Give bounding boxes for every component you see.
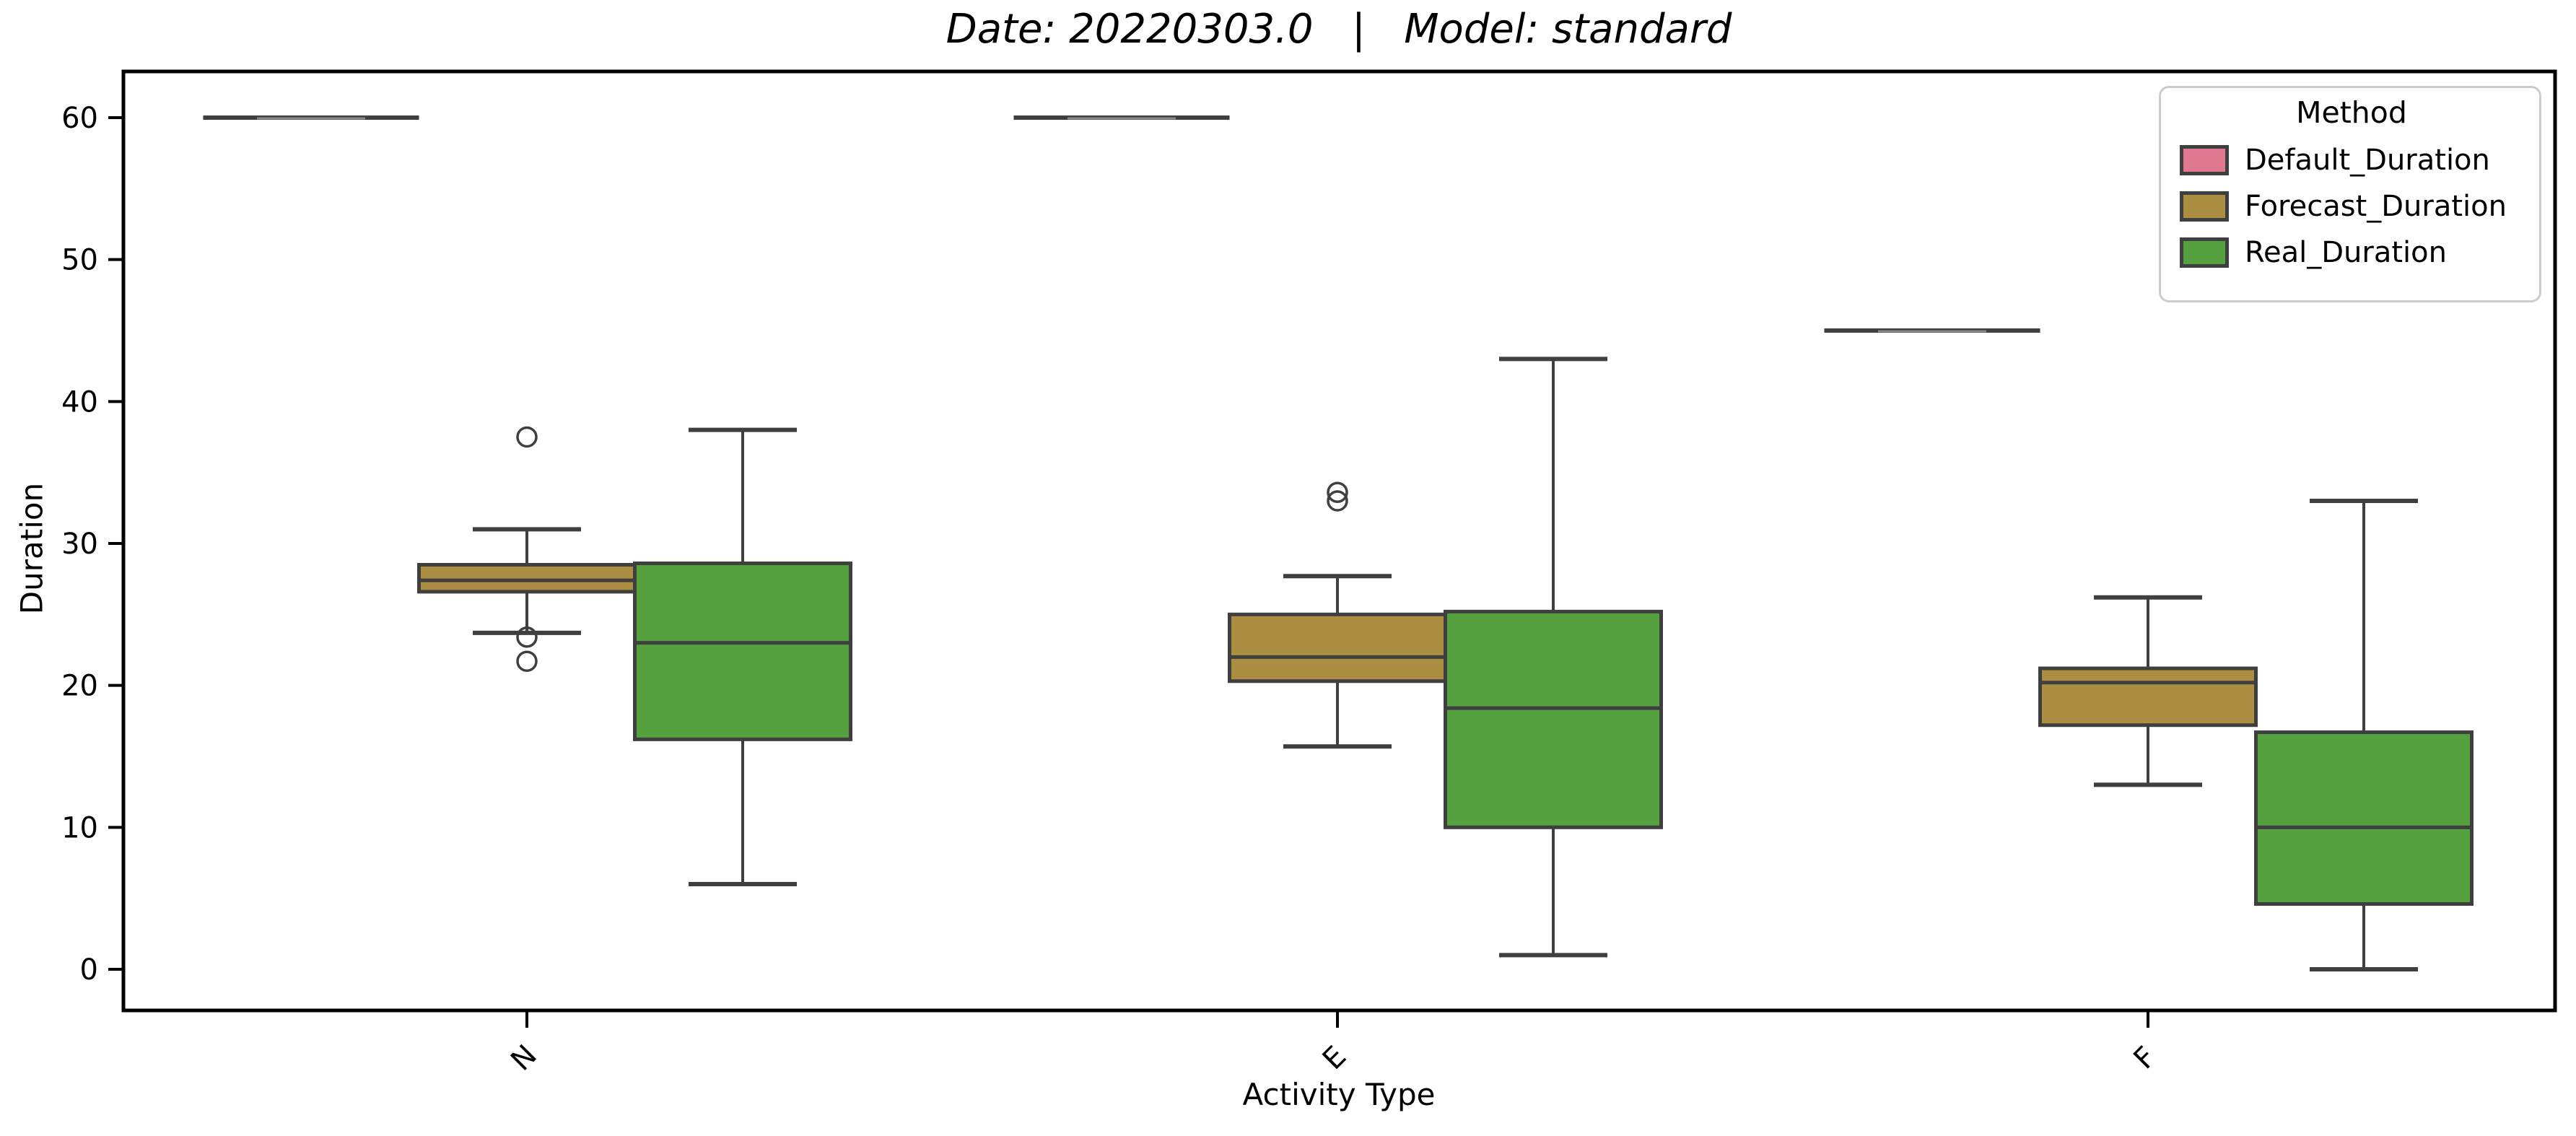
legend-item-forecast-duration: Forecast_Duration	[2180, 183, 2523, 230]
y-tick-label: 20	[61, 670, 98, 703]
legend-item-default-duration: Default_Duration	[2180, 137, 2523, 183]
y-tick-label: 40	[61, 385, 98, 419]
legend-swatch-default-duration	[2180, 145, 2229, 175]
legend-swatch-forecast-duration	[2180, 191, 2229, 222]
outlier-forecast-duration-N	[516, 426, 538, 448]
y-tick-label: 30	[61, 528, 98, 561]
x-tick-label: F	[2128, 1041, 2163, 1076]
legend-item-real-duration: Real_Duration	[2180, 230, 2523, 276]
legend: Method Default_Duration Forecast_Duratio…	[2159, 86, 2541, 302]
chart-title: Date: 20220303.0 | Model: standard	[946, 6, 1732, 53]
outlier-forecast-duration-N	[516, 650, 538, 672]
y-tick-label: 50	[61, 244, 98, 277]
box-forecast-duration-F	[2038, 666, 2258, 728]
box-forecast-duration-N	[417, 562, 637, 594]
y-tick-label: 10	[61, 811, 98, 844]
outlier-forecast-duration-N	[516, 626, 538, 648]
outlier-forecast-duration-E	[1327, 490, 1348, 512]
x-axis-label: Activity Type	[1242, 1077, 1436, 1112]
legend-label: Forecast_Duration	[2245, 190, 2507, 223]
box-real-duration-E	[1444, 609, 1663, 829]
legend-swatch-real-duration	[2180, 237, 2229, 268]
legend-title: Method	[2296, 95, 2407, 130]
outlier-forecast-duration-E	[1327, 481, 1348, 503]
x-tick-label: N	[505, 1039, 543, 1078]
axes-spines	[121, 69, 2557, 1013]
box-real-duration-N	[633, 562, 852, 741]
x-tick-label: E	[1317, 1040, 1353, 1076]
y-tick-label: 60	[61, 102, 98, 135]
legend-label: Real_Duration	[2245, 236, 2447, 269]
box-real-duration-F	[2254, 730, 2474, 906]
legend-label: Default_Duration	[2245, 144, 2490, 177]
box-forecast-duration-E	[1228, 612, 1447, 683]
y-tick-label: 0	[80, 953, 98, 987]
